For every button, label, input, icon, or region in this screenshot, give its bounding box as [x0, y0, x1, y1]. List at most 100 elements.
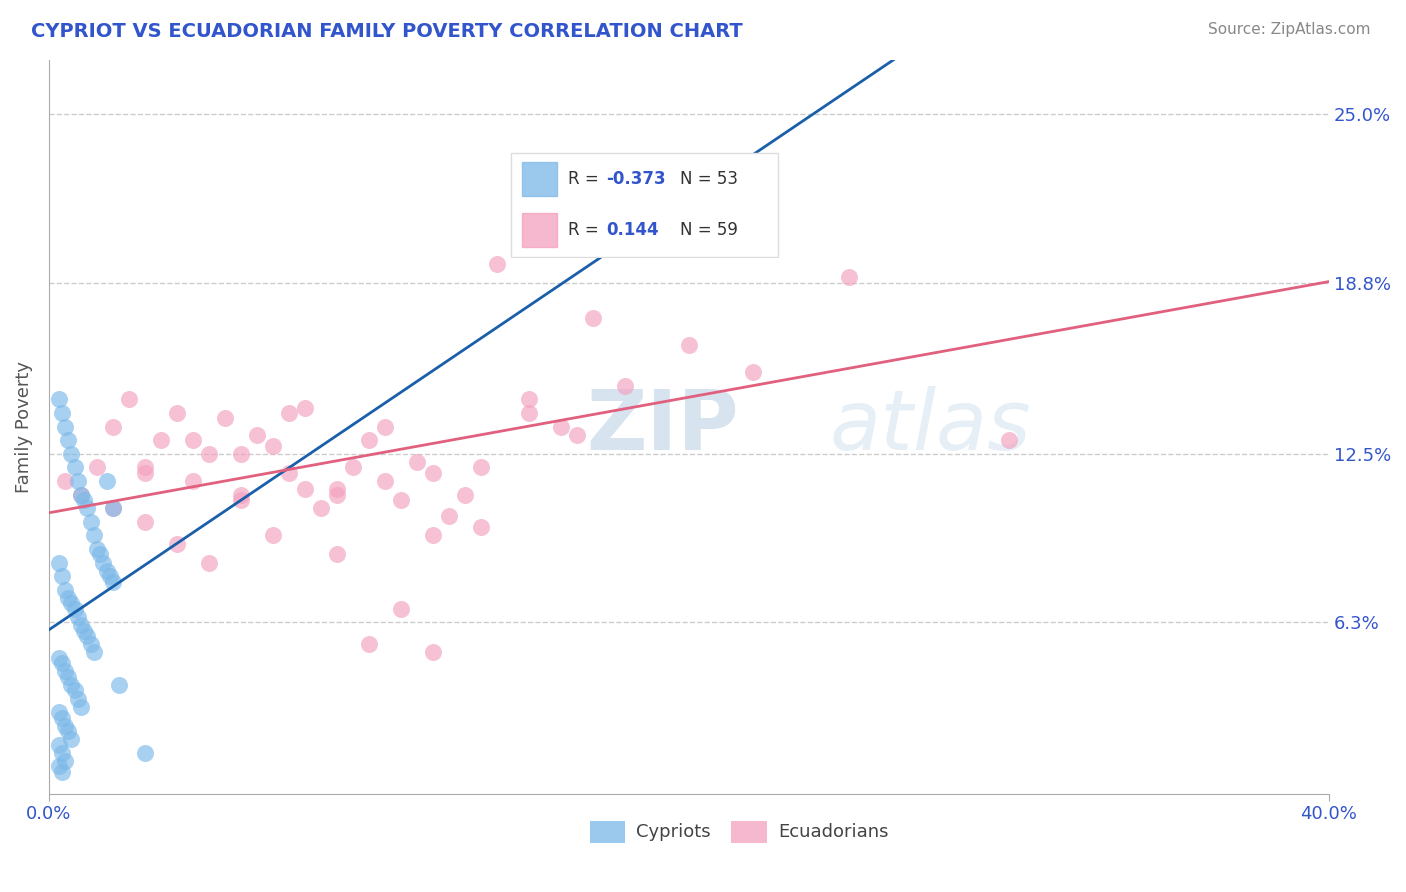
Point [48, 759, 70, 773]
Point [63, 683, 86, 698]
Point [454, 487, 477, 501]
Point [51, 656, 73, 670]
Point [389, 493, 412, 508]
Point [198, 447, 221, 461]
Point [613, 216, 636, 230]
Point [101, 574, 124, 589]
Point [166, 406, 188, 420]
Point [134, 460, 156, 475]
Point [66, 474, 89, 488]
Point [134, 515, 156, 529]
Point [53, 754, 76, 768]
Point [48, 556, 70, 570]
Point [96, 564, 118, 578]
Point [70, 487, 93, 501]
Point [246, 427, 269, 442]
Point [101, 501, 124, 516]
Point [229, 487, 252, 501]
Point [83, 645, 105, 659]
Point [582, 310, 605, 325]
Point [70, 487, 93, 501]
Point [374, 419, 396, 434]
Point [73, 624, 96, 638]
Point [96, 474, 118, 488]
Point [53, 582, 76, 597]
Point [181, 474, 204, 488]
Point [98, 569, 121, 583]
Point [83, 528, 105, 542]
Point [166, 536, 188, 550]
Text: Cypriots: Cypriots [637, 822, 711, 841]
Point [63, 602, 86, 616]
Text: R =: R = [568, 170, 605, 188]
Point [86, 460, 108, 475]
Point [76, 501, 98, 516]
Point [60, 732, 83, 747]
Bar [522, 213, 557, 247]
Point [53, 719, 76, 733]
Point [470, 460, 492, 475]
Text: atlas: atlas [830, 386, 1032, 467]
Point [214, 411, 236, 425]
Point [389, 602, 412, 616]
Point [51, 710, 73, 724]
Point [56, 724, 79, 739]
Point [678, 338, 700, 352]
Point [63, 460, 86, 475]
Point [53, 474, 76, 488]
Point [48, 738, 70, 752]
Point [93, 556, 115, 570]
Point [229, 493, 252, 508]
Point [51, 406, 73, 420]
Text: CYPRIOT VS ECUADORIAN FAMILY POVERTY CORRELATION CHART: CYPRIOT VS ECUADORIAN FAMILY POVERTY COR… [31, 22, 742, 41]
Point [48, 392, 70, 407]
Point [309, 501, 332, 516]
Point [181, 434, 204, 448]
Point [76, 629, 98, 643]
Point [278, 466, 301, 480]
Point [422, 645, 444, 659]
Text: R =: R = [568, 221, 605, 239]
Point [357, 434, 380, 448]
Point [56, 670, 79, 684]
Bar [522, 162, 557, 196]
Point [422, 466, 444, 480]
Point [66, 691, 89, 706]
Text: ZIP: ZIP [586, 386, 740, 467]
Point [70, 618, 93, 632]
Point [326, 548, 349, 562]
Point [294, 482, 316, 496]
Point [51, 764, 73, 779]
Point [485, 256, 508, 270]
Point [229, 447, 252, 461]
Point [79, 637, 101, 651]
Point [108, 678, 131, 692]
Text: N = 59: N = 59 [679, 221, 738, 239]
Point [53, 665, 76, 679]
Point [79, 515, 101, 529]
Y-axis label: Family Poverty: Family Poverty [15, 360, 32, 492]
Point [149, 434, 172, 448]
Point [134, 466, 156, 480]
Point [262, 439, 284, 453]
Point [998, 434, 1021, 448]
Text: N = 53: N = 53 [679, 170, 738, 188]
Point [60, 678, 83, 692]
Point [278, 406, 301, 420]
Point [51, 746, 73, 760]
Point [60, 447, 83, 461]
Point [517, 392, 540, 407]
Point [66, 610, 89, 624]
Point [48, 650, 70, 665]
Text: 0.144: 0.144 [606, 221, 659, 239]
Text: -0.373: -0.373 [606, 170, 666, 188]
Point [70, 699, 93, 714]
Point [613, 379, 636, 393]
Point [101, 501, 124, 516]
Point [374, 474, 396, 488]
Point [262, 528, 284, 542]
Point [48, 705, 70, 719]
Point [422, 528, 444, 542]
Point [838, 270, 860, 285]
Point [118, 392, 141, 407]
